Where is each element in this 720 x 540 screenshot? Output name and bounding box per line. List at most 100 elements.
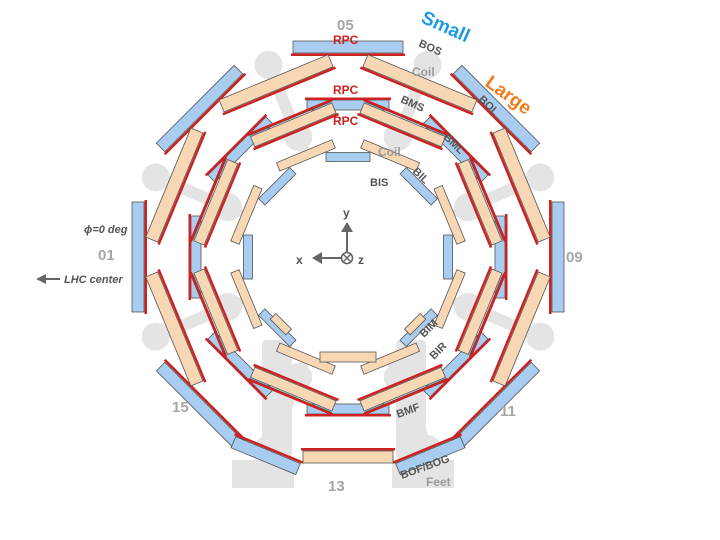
bil-chamber (433, 269, 466, 330)
sector-13-label: 13 (328, 478, 345, 495)
sector-11-label: 11 (500, 403, 516, 420)
bms-chamber (305, 403, 391, 417)
bog-chamber (392, 433, 466, 476)
bis-chamber (257, 166, 297, 206)
coil-ring (413, 50, 442, 79)
bml-chamber-body (249, 102, 337, 148)
coil-ring (141, 163, 170, 192)
bml-rpc-outer (469, 156, 507, 243)
bml-chamber-body (193, 268, 239, 356)
bms-chamber-body (207, 116, 274, 183)
bml-rpc-outer-body (249, 378, 332, 413)
bms-chamber-rpc (505, 214, 508, 300)
bml-chamber (356, 363, 447, 412)
bis-chamber (243, 234, 253, 280)
bir-chamber (269, 313, 292, 336)
bos-chamber (291, 40, 405, 56)
bml-chamber-rpc (356, 363, 443, 402)
bos-chamber-body (131, 201, 145, 313)
chamber-layers (131, 40, 565, 476)
bml-chamber-body (457, 158, 503, 246)
rpc-label-top-middle-inner: RPC (333, 114, 359, 128)
bml-chamber-body (249, 366, 337, 412)
foot-right-leg (396, 340, 426, 460)
bos-chamber-body (155, 64, 244, 153)
bml-chamber (193, 265, 242, 356)
bim-chamber-body (404, 313, 427, 336)
bol-chamber (489, 268, 551, 387)
bml-chamber-body (359, 366, 447, 412)
bil-chamber-body (360, 139, 421, 172)
bol-chamber-body (492, 127, 551, 243)
bol-chamber-body (145, 271, 204, 387)
bml-chamber-rpc (356, 112, 443, 151)
bml-rpc-outer (189, 271, 227, 358)
bos-chamber (549, 200, 565, 314)
bol-chamber (489, 127, 551, 246)
bog-chamber-body (395, 436, 466, 476)
coil-ring (526, 163, 555, 192)
coil-inner-label: Coil (378, 145, 401, 159)
phi-label: ϕ=0 deg (84, 224, 128, 236)
bos-chamber-body (551, 201, 565, 313)
bos-chamber-body (292, 40, 404, 54)
bos-chamber (131, 200, 147, 314)
bol-chamber (145, 268, 207, 387)
bml-rpc-outer-rpc (469, 156, 507, 243)
bml-chamber-rpc (203, 162, 242, 249)
bms-chamber-rpc (204, 337, 268, 401)
bml-chamber (193, 158, 242, 249)
bil-chamber-body (433, 184, 466, 245)
bml-rpc-outer (189, 156, 227, 243)
bos-chamber-rpc (163, 358, 247, 442)
sector-15-label: 15 (172, 399, 189, 416)
bos-chamber-body (452, 64, 541, 153)
bol-chamber-body (492, 271, 551, 387)
bis-chamber-body (257, 166, 297, 206)
bil-chamber (275, 139, 336, 172)
bol-chamber-body (218, 54, 334, 113)
sector-09-label: 09 (566, 249, 583, 266)
bml-chamber-rpc (253, 363, 340, 402)
foot-left-leg (262, 340, 292, 460)
bil-chamber-body (230, 269, 263, 330)
bml-chamber (454, 265, 503, 356)
bol-chamber-rpc (222, 66, 337, 116)
bil-chamber-body (230, 184, 263, 245)
bos-chamber-rpc (449, 358, 533, 442)
bml-rpc-outer-rpc (247, 378, 334, 416)
bil-chamber (360, 139, 421, 172)
bol-chamber (359, 54, 478, 116)
axis-z-label: z (358, 253, 364, 267)
bms-chamber (204, 331, 274, 401)
axis-indicator: y x z (296, 206, 364, 267)
axis-y-label: y (343, 206, 350, 220)
bos-chamber-rpc (549, 200, 552, 314)
bis-chamber (399, 166, 439, 206)
bis-chamber (443, 234, 453, 280)
bms-chamber (422, 113, 492, 183)
bml-chamber (356, 102, 447, 151)
bil-chamber-body (275, 342, 336, 375)
coil-ring (526, 322, 555, 351)
bms-chamber-rpc (305, 97, 391, 100)
bms-chamber-rpc (428, 113, 492, 177)
bml-chamber-body (193, 158, 239, 246)
bim-chamber (404, 313, 427, 336)
bof-chamber-body (230, 436, 301, 476)
bil-chamber (230, 269, 263, 330)
sector-05-label: 05 (337, 17, 354, 34)
bms-chamber-rpc (188, 214, 191, 300)
bms-chamber-rpc (305, 414, 391, 417)
bil-chamber-body (360, 342, 421, 375)
axis-x-label: x (296, 253, 303, 267)
bos-chamber-rpc (163, 72, 247, 156)
bms-chamber-rpc (428, 337, 492, 401)
bol-bottom-chamber (301, 448, 395, 464)
bil-bottom-chamber (319, 351, 377, 363)
bml-rpc-outer (362, 98, 449, 136)
bil-chamber-body (275, 139, 336, 172)
bis-chamber (325, 152, 371, 162)
bol-chamber-rpc (359, 66, 474, 116)
